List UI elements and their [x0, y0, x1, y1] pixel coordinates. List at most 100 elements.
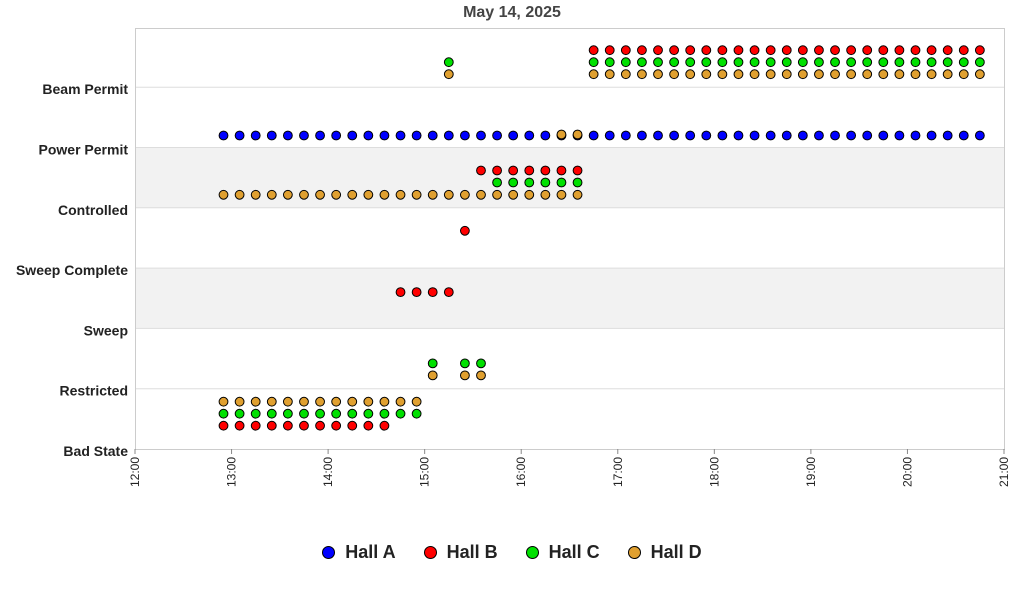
- data-point-hall-d: [604, 69, 615, 80]
- data-point-hall-c: [717, 57, 728, 68]
- data-point-hall-d: [299, 396, 309, 407]
- data-point-hall-b: [846, 45, 857, 56]
- data-point-hall-c: [781, 57, 792, 68]
- legend-label: Hall B: [446, 542, 498, 562]
- data-point-hall-b: [234, 420, 245, 431]
- data-point-hall-b: [749, 45, 760, 56]
- x-tick-label: 21:00: [997, 457, 1011, 487]
- y-tick-label: Beam Permit: [42, 81, 128, 97]
- data-point-hall-a: [701, 130, 712, 141]
- band-4: [135, 147, 1004, 208]
- data-point-hall-a: [604, 130, 615, 141]
- legend-label: Hall D: [650, 542, 702, 562]
- data-point-hall-a: [814, 130, 824, 141]
- x-tick-label: 17:00: [611, 457, 625, 487]
- data-point-hall-c: [637, 57, 647, 68]
- data-point-hall-d: [508, 189, 519, 200]
- data-point-hall-c: [234, 408, 245, 419]
- data-point-hall-a: [958, 130, 969, 141]
- legend-label: Hall A: [345, 542, 396, 562]
- data-point-hall-b: [781, 45, 792, 56]
- data-point-hall-c: [315, 408, 325, 419]
- data-point-hall-b: [540, 165, 551, 176]
- data-point-hall-d: [234, 396, 245, 407]
- data-point-hall-d: [958, 69, 969, 80]
- data-point-hall-a: [669, 130, 680, 141]
- data-point-hall-b: [459, 225, 470, 236]
- data-point-hall-c: [363, 408, 374, 419]
- data-point-hall-a: [540, 130, 551, 141]
- data-point-hall-d: [620, 69, 631, 80]
- data-point-hall-b: [363, 420, 374, 431]
- legend-item: Hall B: [423, 542, 498, 563]
- data-point-hall-b: [604, 45, 615, 56]
- data-point-hall-d: [846, 69, 857, 80]
- data-point-hall-a: [797, 130, 808, 141]
- data-point-hall-b: [315, 420, 325, 431]
- data-point-hall-a: [395, 130, 406, 141]
- data-point-hall-c: [926, 57, 937, 68]
- data-point-hall-d: [315, 396, 325, 407]
- data-point-hall-a: [379, 130, 390, 141]
- data-point-hall-a: [620, 130, 631, 141]
- data-point-hall-b: [588, 45, 599, 56]
- y-tick-label: Restricted: [60, 383, 128, 399]
- data-point-hall-c: [894, 57, 905, 68]
- data-point-hall-c: [556, 177, 567, 188]
- data-point-hall-d: [926, 69, 937, 80]
- data-point-hall-a: [685, 130, 696, 141]
- data-point-hall-d: [862, 69, 873, 80]
- data-point-hall-b: [910, 45, 921, 56]
- data-point-hall-d: [878, 69, 889, 80]
- data-point-hall-d: [347, 189, 358, 200]
- data-point-hall-b: [717, 45, 728, 56]
- data-point-hall-b: [427, 287, 438, 298]
- data-point-hall-c: [282, 408, 293, 419]
- data-point-hall-c: [749, 57, 760, 68]
- data-point-hall-b: [443, 287, 454, 298]
- data-point-hall-b: [685, 45, 696, 56]
- data-point-hall-b: [556, 165, 567, 176]
- data-point-hall-b: [524, 165, 535, 176]
- data-point-hall-d: [653, 69, 663, 80]
- data-point-hall-d: [781, 69, 792, 80]
- data-point-hall-c: [459, 358, 470, 369]
- background-bands: [135, 28, 1004, 449]
- data-point-hall-b: [958, 45, 969, 56]
- data-point-hall-c: [524, 177, 535, 188]
- legend-item: Hall C: [525, 542, 600, 563]
- data-point-hall-d: [347, 396, 358, 407]
- data-point-hall-c: [942, 57, 953, 68]
- data-point-hall-d: [331, 189, 342, 200]
- data-point-hall-b: [765, 45, 776, 56]
- data-point-hall-a: [637, 130, 647, 141]
- data-point-hall-b: [926, 45, 937, 56]
- data-point-hall-a: [830, 130, 840, 141]
- data-point-hall-d: [443, 69, 454, 80]
- data-point-hall-c: [588, 57, 599, 68]
- data-point-hall-d: [572, 189, 583, 200]
- data-point-hall-c: [958, 57, 969, 68]
- data-point-hall-b: [701, 45, 712, 56]
- legend-label: Hall C: [548, 542, 600, 562]
- data-point-hall-a: [508, 130, 519, 141]
- plot-frame: [135, 28, 1005, 450]
- data-point-hall-c: [878, 57, 889, 68]
- y-tick-label: Sweep: [84, 322, 128, 338]
- data-point-hall-d: [459, 370, 470, 381]
- legend: Hall A Hall B Hall C Hall D: [0, 542, 1024, 563]
- data-point-hall-d: [974, 69, 985, 80]
- data-point-hall-d: [427, 370, 438, 381]
- data-point-hall-a: [894, 130, 905, 141]
- data-point-hall-b: [266, 420, 277, 431]
- x-tick-label: 13:00: [225, 457, 239, 487]
- data-point-hall-d: [250, 396, 261, 407]
- data-point-hall-c: [830, 57, 840, 68]
- data-point-hall-c: [218, 408, 229, 419]
- data-point-hall-b: [331, 420, 342, 431]
- data-point-hall-a: [266, 130, 277, 141]
- data-point-hall-a: [862, 130, 873, 141]
- y-tick-label: Bad State: [63, 443, 128, 459]
- data-point-hall-b: [733, 45, 744, 56]
